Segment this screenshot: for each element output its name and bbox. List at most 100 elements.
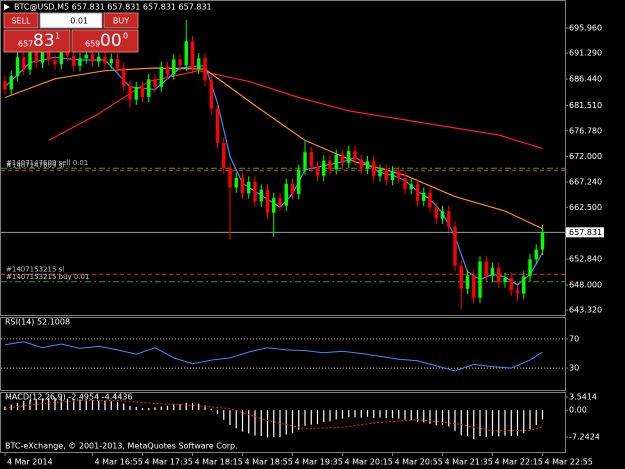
candle-body bbox=[490, 267, 495, 276]
candle-body bbox=[534, 249, 538, 260]
macd-bar bbox=[291, 410, 294, 434]
chart-icon bbox=[4, 4, 10, 10]
macd-bar bbox=[85, 399, 87, 411]
candle-body bbox=[522, 276, 526, 294]
macd-bar bbox=[310, 410, 312, 425]
macd-bar bbox=[216, 410, 219, 414]
candle-body bbox=[322, 160, 326, 176]
sell-price-main: 83 bbox=[33, 31, 55, 51]
x-tick-label: 4 Mar 19:35 bbox=[295, 458, 343, 467]
macd-bar bbox=[223, 410, 225, 420]
candle-body bbox=[290, 183, 295, 194]
macd-bar bbox=[504, 410, 506, 436]
candle-body bbox=[397, 171, 401, 178]
macd-bar bbox=[166, 405, 169, 411]
candle-body bbox=[365, 161, 370, 169]
candle-body bbox=[478, 261, 482, 298]
sell-price-box[interactable] bbox=[3, 29, 71, 53]
macd-bar bbox=[73, 399, 75, 411]
buy-label: BUY bbox=[113, 17, 129, 26]
sell-button[interactable] bbox=[3, 12, 39, 29]
macd-bar bbox=[48, 397, 50, 411]
candle-body bbox=[340, 154, 345, 163]
macd-bar bbox=[335, 410, 337, 420]
moving-average bbox=[48, 70, 543, 149]
lot-input[interactable] bbox=[39, 12, 103, 29]
candle-body bbox=[309, 152, 313, 167]
macd-bar bbox=[329, 410, 331, 422]
macd-bar bbox=[110, 401, 112, 411]
candle-body bbox=[497, 267, 501, 283]
candle-body bbox=[178, 59, 182, 66]
candle-body bbox=[65, 51, 70, 56]
macd-bar bbox=[35, 399, 37, 411]
candle-body bbox=[197, 58, 201, 69]
chart-title: BTC@USD,M5 657.831 657.831 657.831 657.8… bbox=[14, 3, 212, 12]
buy-price-box[interactable] bbox=[71, 29, 139, 53]
candle-body bbox=[147, 79, 151, 97]
macd-bar bbox=[348, 410, 350, 418]
signal-line bbox=[4, 400, 543, 432]
candle-body bbox=[103, 56, 107, 64]
y-tick-label: 681.510 bbox=[569, 101, 602, 110]
candle-body bbox=[465, 275, 470, 289]
macd-bar bbox=[516, 410, 519, 436]
candle-body bbox=[415, 184, 420, 201]
macd-bar bbox=[98, 400, 100, 411]
candle-body bbox=[422, 192, 426, 201]
rsi-pane bbox=[0, 317, 566, 391]
order-label: #1407153215 sl bbox=[6, 265, 64, 273]
macd-title: MACD(12,26,9) -2.4954 -4.4436 bbox=[5, 393, 133, 402]
macd-bar bbox=[479, 410, 481, 437]
x-tick-label: 4 Mar 16:55 bbox=[95, 458, 143, 467]
candle-body bbox=[40, 46, 45, 63]
macd-bar bbox=[160, 406, 162, 411]
candle-body bbox=[97, 56, 101, 62]
candle-body bbox=[378, 169, 382, 177]
macd-bar bbox=[435, 410, 437, 426]
macd-bar bbox=[373, 410, 375, 418]
macd-bar bbox=[248, 410, 250, 434]
buy-price-big: 659 bbox=[85, 40, 100, 49]
macd-bar bbox=[385, 410, 387, 419]
order-label: #1407147609 sl bbox=[6, 161, 64, 169]
candle-body bbox=[240, 177, 245, 194]
x-tick-label: 4 Mar 18:15 bbox=[195, 458, 243, 467]
macd-bar bbox=[210, 408, 212, 411]
plot-layer: 695.960 691.290 686.440 681.510 676.780 672.0… bbox=[1, 19, 604, 467]
y-tick-label: 667.240 bbox=[569, 177, 602, 186]
macd-bar bbox=[185, 402, 187, 411]
macd-bar bbox=[229, 410, 231, 425]
macd-bar bbox=[179, 404, 181, 411]
candle-body bbox=[165, 66, 170, 75]
macd-bar bbox=[260, 410, 262, 437]
candle-body bbox=[59, 51, 63, 65]
candle-body bbox=[140, 87, 145, 97]
macd-bar bbox=[316, 410, 319, 425]
candle-body bbox=[528, 259, 532, 277]
moving-average bbox=[4, 67, 543, 230]
macd-bar bbox=[466, 410, 469, 437]
candle-body bbox=[134, 87, 138, 100]
macd-bar bbox=[60, 398, 62, 411]
macd-bar bbox=[360, 410, 362, 418]
buy-button[interactable] bbox=[103, 12, 139, 29]
macd-bar bbox=[454, 410, 456, 431]
macd-bar bbox=[241, 410, 244, 432]
macd-bar bbox=[366, 410, 369, 417]
macd-bar bbox=[523, 410, 525, 434]
candle-body bbox=[247, 181, 251, 194]
macd-bar bbox=[135, 406, 137, 411]
macd-bar bbox=[204, 405, 206, 411]
y-tick-label: 643.320 bbox=[569, 306, 602, 315]
macd-bar bbox=[535, 410, 537, 425]
macd-bar bbox=[148, 407, 150, 411]
macd-bar bbox=[529, 410, 531, 430]
lot-value: 0.01 bbox=[70, 17, 88, 26]
macd-bar bbox=[391, 410, 394, 418]
macd-bar bbox=[473, 410, 475, 440]
y-tick-label: 691.290 bbox=[569, 49, 602, 58]
candle-body bbox=[297, 169, 301, 194]
